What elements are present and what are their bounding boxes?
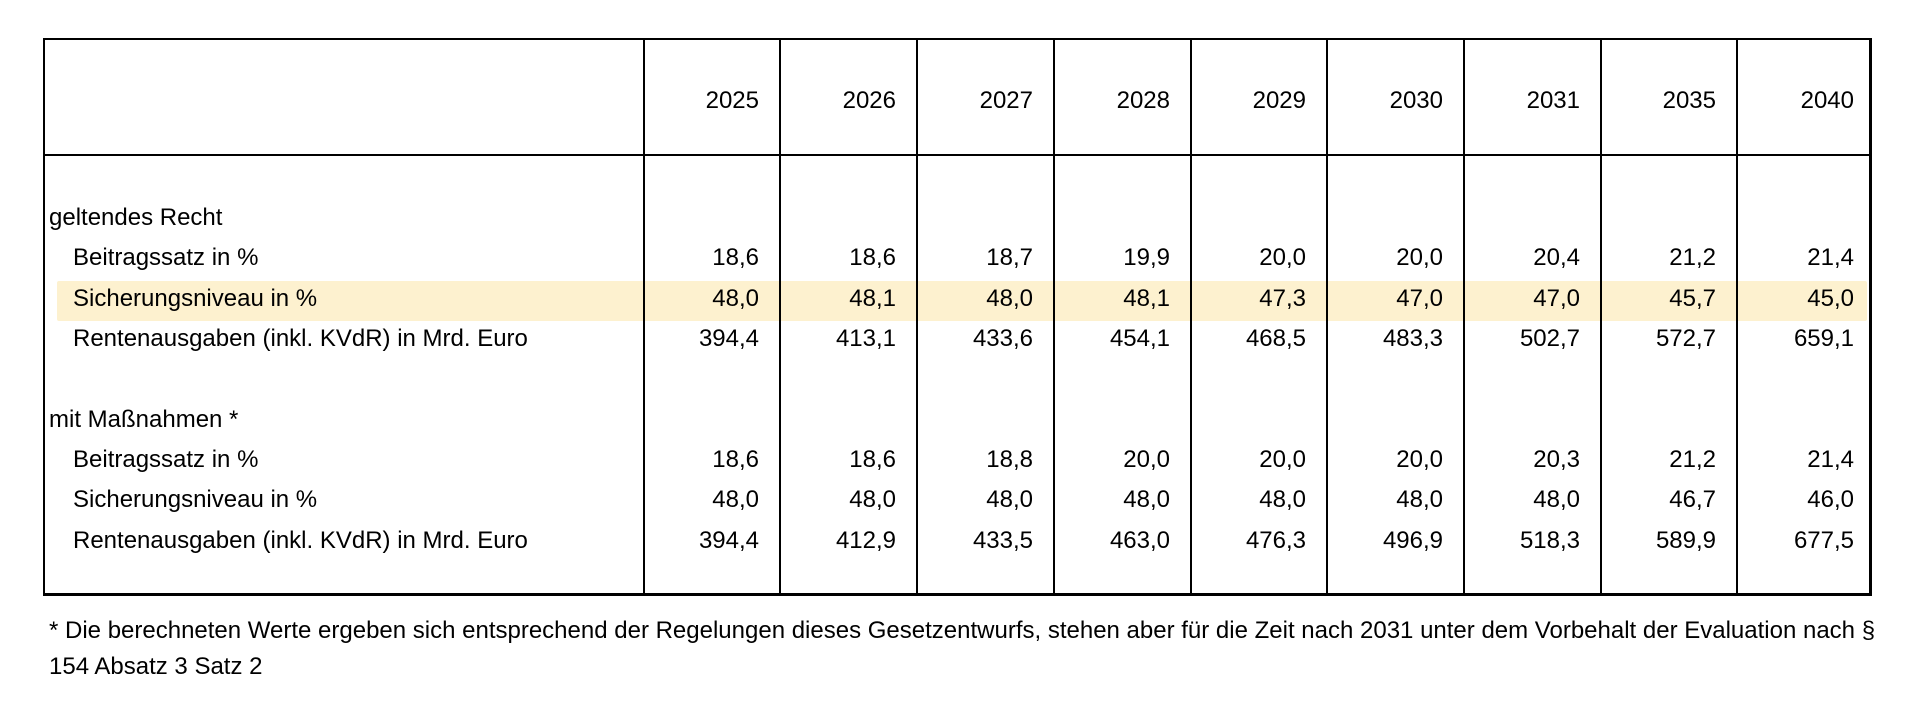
value-cell: 463,0 (1109, 527, 1170, 554)
value-cell: 18,6 (849, 446, 896, 473)
value-cell: 454,1 (1109, 325, 1170, 352)
value-cell: 20,0 (1259, 446, 1306, 473)
footnote: * Die berechneten Werte ergeben sich ent… (49, 617, 1876, 680)
value-cell: 18,7 (986, 244, 1033, 271)
year-header: 2035 (1662, 87, 1716, 114)
row-label: Beitragssatz in % (73, 244, 259, 271)
year-header: 2027 (979, 87, 1033, 114)
value-cell: 502,7 (1519, 325, 1580, 352)
value-cell: 394,4 (698, 527, 759, 554)
row-label: Rentenausgaben (inkl. KVdR) in Mrd. Euro (73, 527, 528, 554)
year-header: 2029 (1252, 87, 1306, 114)
value-cell: 496,9 (1382, 527, 1443, 554)
value-cell: 45,7 (1669, 285, 1716, 312)
value-cell: 48,0 (986, 486, 1033, 513)
value-cell: 18,8 (986, 446, 1033, 473)
value-cell: 46,7 (1669, 486, 1716, 513)
section-title: mit Maßnahmen * (49, 406, 239, 433)
value-cell: 589,9 (1655, 527, 1716, 554)
value-cell: 659,1 (1793, 325, 1854, 352)
value-cell: 677,5 (1793, 527, 1854, 554)
value-cell: 48,0 (1123, 486, 1170, 513)
value-cell: 48,0 (712, 285, 759, 312)
value-cell: 468,5 (1245, 325, 1306, 352)
year-header: 2026 (842, 87, 896, 114)
value-cell: 47,0 (1396, 285, 1443, 312)
value-cell: 48,0 (712, 486, 759, 513)
year-header: 2030 (1389, 87, 1443, 114)
year-header: 2040 (1800, 87, 1854, 114)
year-header: 2025 (705, 87, 759, 114)
value-cell: 433,5 (972, 527, 1033, 554)
row-label: Sicherungsniveau in % (73, 285, 318, 312)
pension-table: 2025 2026 2027 2028 2029 2030 2031 2035 2040 gelt… (43, 38, 1872, 596)
value-cell: 20,0 (1259, 244, 1306, 271)
value-cell: 433,6 (972, 325, 1033, 352)
value-cell: 18,6 (712, 446, 759, 473)
row-label: Beitragssatz in % (73, 446, 259, 473)
column-divider (1600, 40, 1602, 593)
row-label: Sicherungsniveau in % (73, 486, 318, 513)
value-cell: 46,0 (1807, 486, 1854, 513)
value-cell: 45,0 (1807, 285, 1854, 312)
value-cell: 476,3 (1245, 527, 1306, 554)
value-cell: 20,0 (1123, 446, 1170, 473)
value-cell: 48,0 (986, 285, 1033, 312)
year-header: 2031 (1526, 87, 1580, 114)
column-divider (1326, 40, 1328, 593)
value-cell: 21,2 (1669, 446, 1716, 473)
value-cell: 48,1 (849, 285, 896, 312)
value-cell: 48,0 (1396, 486, 1443, 513)
value-cell: 413,1 (835, 325, 896, 352)
row-label: Rentenausgaben (inkl. KVdR) in Mrd. Euro (73, 325, 528, 352)
value-cell: 394,4 (698, 325, 759, 352)
value-cell: 48,0 (1259, 486, 1306, 513)
value-cell: 48,0 (1533, 486, 1580, 513)
row-highlight (57, 281, 1867, 321)
value-cell: 47,3 (1259, 285, 1306, 312)
value-cell: 21,4 (1807, 446, 1854, 473)
value-cell: 21,2 (1669, 244, 1716, 271)
value-cell: 48,1 (1123, 285, 1170, 312)
value-cell: 19,9 (1123, 244, 1170, 271)
value-cell: 412,9 (835, 527, 896, 554)
header-divider (45, 154, 1869, 156)
value-cell: 47,0 (1533, 285, 1580, 312)
column-divider (916, 40, 918, 593)
value-cell: 20,0 (1396, 446, 1443, 473)
value-cell: 518,3 (1519, 527, 1580, 554)
column-divider (1190, 40, 1192, 593)
value-cell: 572,7 (1655, 325, 1716, 352)
year-header: 2028 (1116, 87, 1170, 114)
value-cell: 48,0 (849, 486, 896, 513)
value-cell: 483,3 (1382, 325, 1443, 352)
column-divider (643, 40, 645, 593)
section-title: geltendes Recht (49, 204, 223, 231)
value-cell: 20,4 (1533, 244, 1580, 271)
value-cell: 20,0 (1396, 244, 1443, 271)
value-cell: 18,6 (849, 244, 896, 271)
value-cell: 18,6 (712, 244, 759, 271)
value-cell: 21,4 (1807, 244, 1854, 271)
value-cell: 20,3 (1533, 446, 1580, 473)
column-divider (1736, 40, 1738, 593)
column-divider (1463, 40, 1465, 593)
column-divider (1053, 40, 1055, 593)
column-divider (779, 40, 781, 593)
